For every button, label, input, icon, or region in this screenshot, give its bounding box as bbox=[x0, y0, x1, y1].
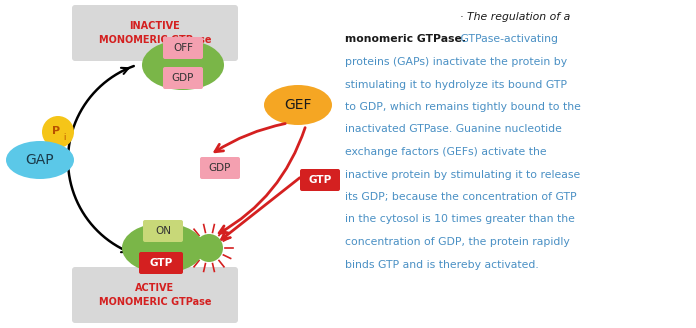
FancyBboxPatch shape bbox=[72, 5, 238, 61]
Text: INACTIVE
MONOMERIC GTPase: INACTIVE MONOMERIC GTPase bbox=[99, 21, 212, 45]
Text: monomeric GTPase.: monomeric GTPase. bbox=[345, 34, 466, 45]
FancyBboxPatch shape bbox=[72, 267, 238, 323]
Text: exchange factors (GEFs) activate the: exchange factors (GEFs) activate the bbox=[345, 147, 546, 157]
Ellipse shape bbox=[195, 234, 223, 262]
FancyBboxPatch shape bbox=[143, 220, 183, 242]
FancyBboxPatch shape bbox=[200, 157, 240, 179]
Text: stimulating it to hydrolyze its bound GTP: stimulating it to hydrolyze its bound GT… bbox=[345, 79, 567, 90]
FancyBboxPatch shape bbox=[163, 37, 203, 59]
Text: in the cytosol is 10 times greater than the: in the cytosol is 10 times greater than … bbox=[345, 215, 575, 224]
FancyBboxPatch shape bbox=[163, 67, 203, 89]
Text: GTP: GTP bbox=[308, 175, 331, 185]
Ellipse shape bbox=[142, 40, 224, 90]
Text: GTPase-activating: GTPase-activating bbox=[457, 34, 558, 45]
Text: i: i bbox=[63, 133, 65, 141]
Text: P: P bbox=[52, 126, 60, 136]
Text: ACTIVE
MONOMERIC GTPase: ACTIVE MONOMERIC GTPase bbox=[99, 283, 212, 307]
Text: proteins (GAPs) inactivate the protein by: proteins (GAPs) inactivate the protein b… bbox=[345, 57, 567, 67]
Text: inactive protein by stimulating it to release: inactive protein by stimulating it to re… bbox=[345, 170, 580, 179]
Text: GAP: GAP bbox=[26, 153, 54, 167]
Text: OFF: OFF bbox=[173, 43, 193, 53]
Ellipse shape bbox=[264, 85, 332, 125]
Text: binds GTP and is thereby activated.: binds GTP and is thereby activated. bbox=[345, 259, 539, 270]
Text: concentration of GDP, the protein rapidly: concentration of GDP, the protein rapidl… bbox=[345, 237, 570, 247]
Text: to GDP, which remains tightly bound to the: to GDP, which remains tightly bound to t… bbox=[345, 102, 581, 112]
Text: ON: ON bbox=[155, 226, 171, 236]
FancyBboxPatch shape bbox=[300, 169, 340, 191]
Text: GEF: GEF bbox=[284, 98, 312, 112]
FancyBboxPatch shape bbox=[139, 252, 183, 274]
Text: its GDP; because the concentration of GTP: its GDP; because the concentration of GT… bbox=[345, 192, 576, 202]
Ellipse shape bbox=[6, 141, 74, 179]
Circle shape bbox=[42, 116, 74, 148]
Text: GDP: GDP bbox=[172, 73, 194, 83]
Ellipse shape bbox=[122, 223, 204, 273]
Text: GDP: GDP bbox=[209, 163, 231, 173]
Text: GTP: GTP bbox=[150, 258, 173, 268]
Text: inactivated GTPase. Guanine nucleotide: inactivated GTPase. Guanine nucleotide bbox=[345, 125, 562, 134]
Text: · The regulation of a: · The regulation of a bbox=[460, 12, 570, 22]
